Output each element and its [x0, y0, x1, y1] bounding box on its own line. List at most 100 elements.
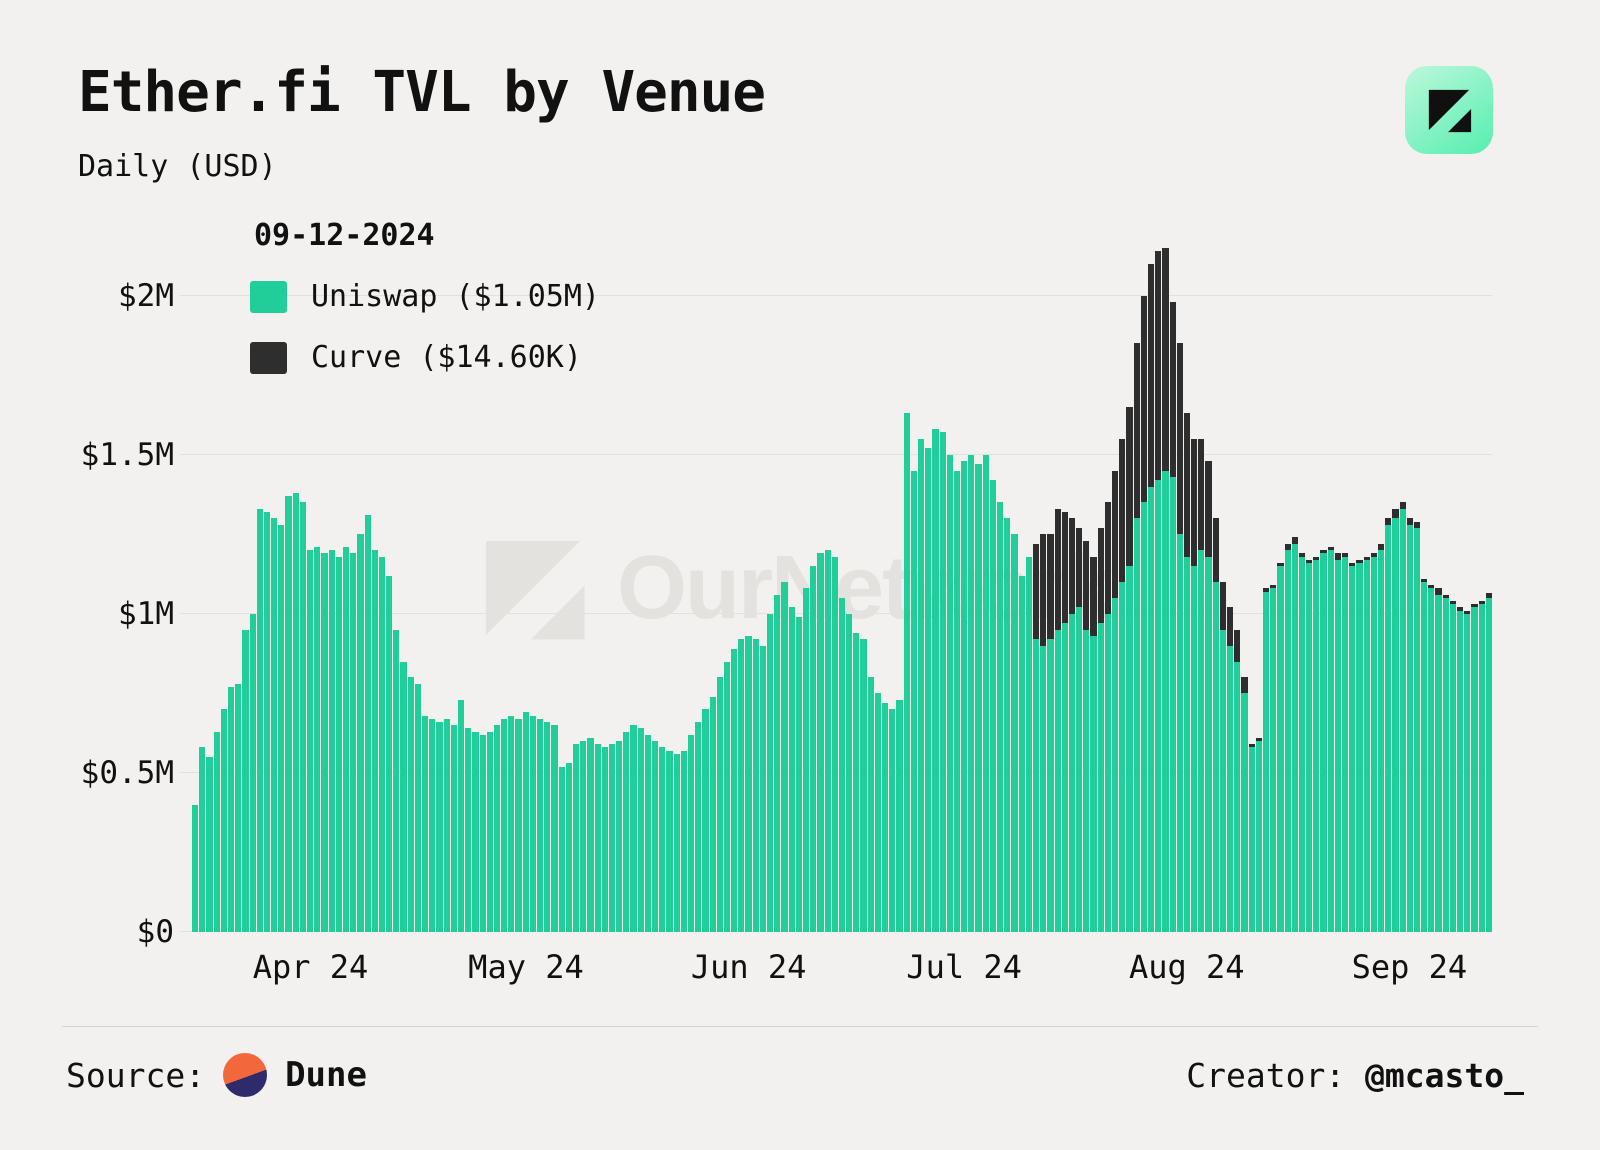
bar[interactable]	[1313, 232, 1320, 932]
bar[interactable]	[1112, 232, 1119, 932]
bar[interactable]	[652, 232, 659, 932]
bar[interactable]	[551, 232, 558, 932]
bar[interactable]	[508, 232, 515, 932]
bar[interactable]	[278, 232, 285, 932]
bar[interactable]	[738, 232, 745, 932]
bar[interactable]	[1234, 232, 1241, 932]
bar[interactable]	[378, 232, 386, 932]
bar[interactable]	[630, 232, 637, 932]
bar[interactable]	[371, 232, 378, 932]
bar[interactable]	[1241, 232, 1248, 932]
legend-item-uniswap[interactable]: Uniswap ($1.05M)	[250, 279, 600, 314]
bar[interactable]	[1421, 232, 1428, 932]
bar[interactable]	[961, 232, 968, 932]
bar[interactable]	[623, 232, 630, 932]
bar[interactable]	[486, 232, 493, 932]
bar[interactable]	[1025, 232, 1032, 932]
bar[interactable]	[802, 232, 810, 932]
bar[interactable]	[1485, 232, 1492, 932]
bar[interactable]	[335, 232, 342, 932]
bar[interactable]	[1119, 232, 1126, 932]
bar[interactable]	[702, 232, 709, 932]
bar[interactable]	[1169, 232, 1176, 932]
bar[interactable]	[1413, 232, 1421, 932]
bar[interactable]	[709, 232, 716, 932]
bar[interactable]	[565, 232, 572, 932]
bar[interactable]	[1068, 232, 1076, 932]
bar[interactable]	[608, 232, 616, 932]
bar[interactable]	[299, 232, 306, 932]
bar[interactable]	[716, 232, 723, 932]
bar[interactable]	[637, 232, 644, 932]
bar[interactable]	[1471, 232, 1478, 932]
bar[interactable]	[1385, 232, 1392, 932]
bar[interactable]	[1090, 232, 1097, 932]
bar[interactable]	[817, 232, 824, 932]
bar[interactable]	[1277, 232, 1284, 932]
bar[interactable]	[479, 232, 486, 932]
bar[interactable]	[659, 232, 666, 932]
bar[interactable]	[1435, 232, 1442, 932]
bar[interactable]	[393, 232, 400, 932]
bar[interactable]	[263, 232, 271, 932]
bar[interactable]	[364, 232, 371, 932]
bar[interactable]	[1406, 232, 1413, 932]
bar[interactable]	[903, 232, 910, 932]
bar[interactable]	[414, 232, 421, 932]
bar[interactable]	[1104, 232, 1111, 932]
bar[interactable]	[199, 232, 206, 932]
bar[interactable]	[357, 232, 364, 932]
bar[interactable]	[824, 232, 831, 932]
bar[interactable]	[227, 232, 235, 932]
bar[interactable]	[1176, 232, 1183, 932]
bar[interactable]	[594, 232, 601, 932]
bar[interactable]	[1198, 232, 1205, 932]
bar[interactable]	[1298, 232, 1306, 932]
bar[interactable]	[1327, 232, 1334, 932]
bar[interactable]	[1356, 232, 1363, 932]
bar[interactable]	[882, 232, 889, 932]
bar[interactable]	[321, 232, 328, 932]
bar[interactable]	[350, 232, 357, 932]
bar[interactable]	[400, 232, 407, 932]
bar[interactable]	[1370, 232, 1377, 932]
bar[interactable]	[838, 232, 846, 932]
bar[interactable]	[580, 232, 587, 932]
bar[interactable]	[220, 232, 227, 932]
bar[interactable]	[537, 232, 544, 932]
bar[interactable]	[1219, 232, 1226, 932]
bar[interactable]	[1140, 232, 1147, 932]
bar[interactable]	[997, 232, 1004, 932]
bar[interactable]	[1270, 232, 1277, 932]
bar[interactable]	[1392, 232, 1399, 932]
bar[interactable]	[788, 232, 795, 932]
bar[interactable]	[946, 232, 953, 932]
bar[interactable]	[1248, 232, 1255, 932]
bar[interactable]	[810, 232, 817, 932]
bar[interactable]	[846, 232, 853, 932]
bar[interactable]	[1018, 232, 1025, 932]
bar[interactable]	[529, 232, 536, 932]
bar[interactable]	[285, 232, 292, 932]
bar[interactable]	[1377, 232, 1385, 932]
legend-item-curve[interactable]: Curve ($14.60K)	[250, 340, 600, 375]
bar[interactable]	[1449, 232, 1456, 932]
bar[interactable]	[436, 232, 443, 932]
bar[interactable]	[1291, 232, 1298, 932]
bar[interactable]	[1155, 232, 1162, 932]
bar[interactable]	[1399, 232, 1406, 932]
bar[interactable]	[975, 232, 982, 932]
bar[interactable]	[271, 232, 278, 932]
bar[interactable]	[889, 232, 896, 932]
bar[interactable]	[407, 232, 414, 932]
bar[interactable]	[989, 232, 996, 932]
bar[interactable]	[831, 232, 838, 932]
bar[interactable]	[192, 232, 199, 932]
bar[interactable]	[939, 232, 946, 932]
bar[interactable]	[1040, 232, 1047, 932]
bar[interactable]	[206, 232, 213, 932]
bar[interactable]	[465, 232, 472, 932]
bar[interactable]	[673, 232, 680, 932]
source-attribution[interactable]: Source: Dune	[66, 1053, 367, 1097]
bar[interactable]	[235, 232, 242, 932]
